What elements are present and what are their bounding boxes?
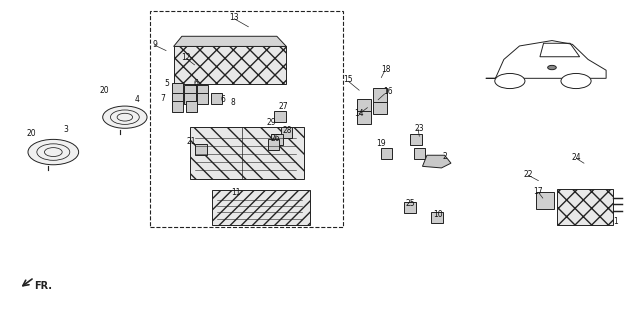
Text: 20: 20 bbox=[99, 86, 109, 95]
Bar bbox=[150, 11, 343, 227]
Bar bbox=[184, 85, 196, 96]
Text: 12: 12 bbox=[181, 53, 191, 62]
Text: 17: 17 bbox=[534, 187, 543, 196]
Bar bbox=[211, 92, 223, 104]
Text: 23: 23 bbox=[415, 124, 424, 133]
Text: 6: 6 bbox=[221, 95, 225, 104]
Text: 3: 3 bbox=[64, 125, 69, 134]
Bar bbox=[197, 85, 209, 96]
Text: 13: 13 bbox=[230, 13, 239, 22]
Bar bbox=[172, 101, 183, 112]
Bar bbox=[268, 139, 279, 150]
Text: 24: 24 bbox=[572, 153, 581, 162]
Text: 19: 19 bbox=[377, 139, 386, 148]
Text: 29: 29 bbox=[267, 118, 277, 127]
Bar bbox=[172, 83, 183, 94]
FancyBboxPatch shape bbox=[190, 127, 304, 179]
Bar bbox=[373, 88, 387, 102]
Text: 22: 22 bbox=[523, 170, 533, 179]
Bar bbox=[184, 92, 196, 104]
Text: 16: 16 bbox=[383, 87, 392, 96]
Text: 26: 26 bbox=[270, 134, 280, 143]
FancyBboxPatch shape bbox=[174, 46, 286, 84]
Text: 9: 9 bbox=[152, 40, 157, 49]
Circle shape bbox=[561, 74, 591, 89]
Bar bbox=[410, 134, 422, 145]
Text: 1: 1 bbox=[613, 217, 618, 226]
Text: 6: 6 bbox=[194, 79, 199, 88]
Text: 5: 5 bbox=[165, 79, 170, 88]
Bar bbox=[357, 100, 371, 113]
Bar bbox=[280, 126, 292, 138]
Polygon shape bbox=[422, 155, 451, 168]
Bar bbox=[271, 134, 282, 145]
FancyBboxPatch shape bbox=[557, 188, 613, 225]
Text: 28: 28 bbox=[283, 126, 293, 135]
Bar bbox=[431, 212, 443, 223]
Bar bbox=[381, 148, 392, 159]
Bar bbox=[536, 192, 554, 209]
Circle shape bbox=[548, 65, 556, 70]
Circle shape bbox=[495, 74, 525, 89]
Circle shape bbox=[28, 140, 79, 165]
Bar bbox=[373, 101, 387, 114]
Text: 11: 11 bbox=[231, 188, 240, 197]
Polygon shape bbox=[174, 36, 286, 46]
Text: 27: 27 bbox=[279, 102, 288, 111]
Text: 2: 2 bbox=[442, 152, 447, 161]
Bar bbox=[404, 202, 415, 213]
Text: FR.: FR. bbox=[34, 281, 52, 291]
Text: 4: 4 bbox=[135, 95, 140, 104]
Circle shape bbox=[102, 106, 147, 128]
Text: 25: 25 bbox=[405, 199, 415, 208]
Text: 8: 8 bbox=[230, 99, 235, 108]
Text: 18: 18 bbox=[381, 65, 391, 74]
Text: 14: 14 bbox=[354, 108, 364, 117]
Bar bbox=[195, 144, 207, 156]
Bar bbox=[274, 111, 286, 122]
Bar bbox=[357, 110, 371, 124]
Bar bbox=[186, 101, 197, 112]
FancyBboxPatch shape bbox=[212, 190, 310, 225]
Text: 7: 7 bbox=[160, 94, 165, 103]
Bar bbox=[172, 92, 183, 104]
Text: 20: 20 bbox=[27, 130, 37, 139]
Text: 10: 10 bbox=[434, 210, 443, 219]
Text: 21: 21 bbox=[186, 137, 196, 146]
Bar bbox=[413, 148, 425, 159]
Bar bbox=[197, 92, 209, 104]
Text: 15: 15 bbox=[343, 75, 353, 84]
